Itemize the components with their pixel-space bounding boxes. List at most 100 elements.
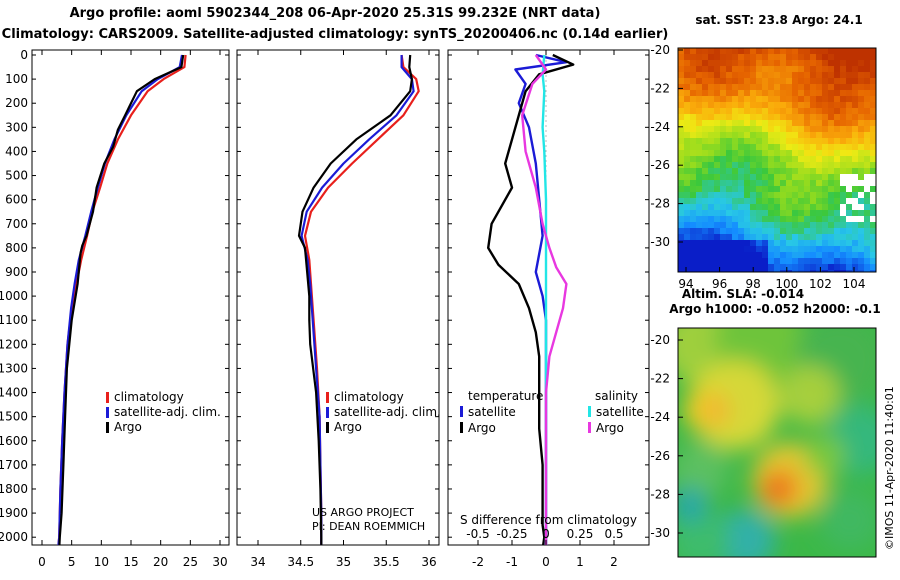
sst-cell [804,90,811,97]
sst-cell [738,108,745,115]
sst-cell [864,204,871,211]
sst-cell [744,144,751,151]
sst-cell [756,132,763,139]
sst-cell [756,246,763,253]
sst-cell [702,168,709,175]
sst-cell [792,186,799,193]
sst-cell [762,246,769,253]
sst-cell [858,168,865,175]
sst-cell [714,144,721,151]
sst-cell [798,204,805,211]
legend-t-satellite-label: satellite [468,405,516,419]
sst-cell [816,78,823,85]
sst-cell [750,252,757,259]
sst-cell [720,90,727,97]
sla-lat-tick-label: -22 [650,372,670,386]
sst-cell [702,66,709,73]
sst-cell [810,132,817,139]
legend-argo-label: Argo [114,420,142,434]
sst-cell [738,150,745,157]
sst-cell [690,240,697,247]
sst-cell [828,264,835,271]
sst-cell [744,132,751,139]
sst-cell [828,102,835,109]
sst-cell [774,264,781,271]
sst-cell [708,150,715,157]
project-annotation: US ARGO PROJECT [312,506,414,519]
sst-cell [768,96,775,103]
sst-cell [756,84,763,91]
sst-cell [864,270,871,272]
sst-cell [732,138,739,145]
sst-cell [690,72,697,79]
sst-cell [846,150,853,157]
sst-cell [696,210,703,217]
sst-cell [750,72,757,79]
sst-cell [684,78,691,85]
sst-cell [810,204,817,211]
sst-cell [744,240,751,247]
sst-cell [858,204,865,211]
sst-cell [762,120,769,127]
sst-cell [684,54,691,61]
sst-cell [756,102,763,109]
sst-cell [714,204,721,211]
sst-cell [828,156,835,163]
depth-tick-label: 800 [5,241,28,255]
sst-cell [852,270,859,272]
sst-cell [822,210,829,217]
sst-cell [852,228,859,235]
sst-cell [846,210,853,217]
sst-cell [846,144,853,151]
sst-cell [720,66,727,73]
sst-cell [720,162,727,169]
sst-cell [852,102,859,109]
sst-cell [690,114,697,121]
sst-cell [708,228,715,235]
sst-cell [726,234,733,241]
sst-cell [864,96,871,103]
sst-cell [696,108,703,115]
sst-cell [858,84,865,91]
sst-cell [864,198,871,205]
sst-cell [864,162,871,169]
sst-cell [780,234,787,241]
sst-cell [834,126,841,133]
sla-blob [820,490,876,550]
sst-cell [696,162,703,169]
sst-cell [690,60,697,67]
sst-cell [816,240,823,247]
sst-cell [858,144,865,151]
sst-cell [828,180,835,187]
sst-cell [738,126,745,133]
sst-cell [696,264,703,271]
sst-cell [780,210,787,217]
sst-cell [678,180,685,187]
difference-panel: -2 -1 0 1 2 -0.5 -0.25 0 0.25 0.5 temperature sal… [447,49,650,569]
sst-cell [702,96,709,103]
series-line-satellite-adj-clim- [300,55,415,545]
sst-cell [708,90,715,97]
sst-cell [804,60,811,67]
sst-cell [774,96,781,103]
sst-cell [696,84,703,91]
sst-cell [720,222,727,229]
sst-cell [768,192,775,199]
sst-cell [738,264,745,271]
sst-cell [822,66,829,73]
sst-cell [756,72,763,79]
sst-cell [870,120,876,127]
sst-cell [768,174,775,181]
sst-cell [780,216,787,223]
sst-cell [810,156,817,163]
sst-cell [804,48,811,55]
sst-cell [756,240,763,247]
sst-cell [822,198,829,205]
sst-cell [750,144,757,151]
sst-cell [744,252,751,259]
sst-cell [774,120,781,127]
sst-cell [684,90,691,97]
sst-cell [834,114,841,121]
sst-cell [816,120,823,127]
sst-cell [774,156,781,163]
